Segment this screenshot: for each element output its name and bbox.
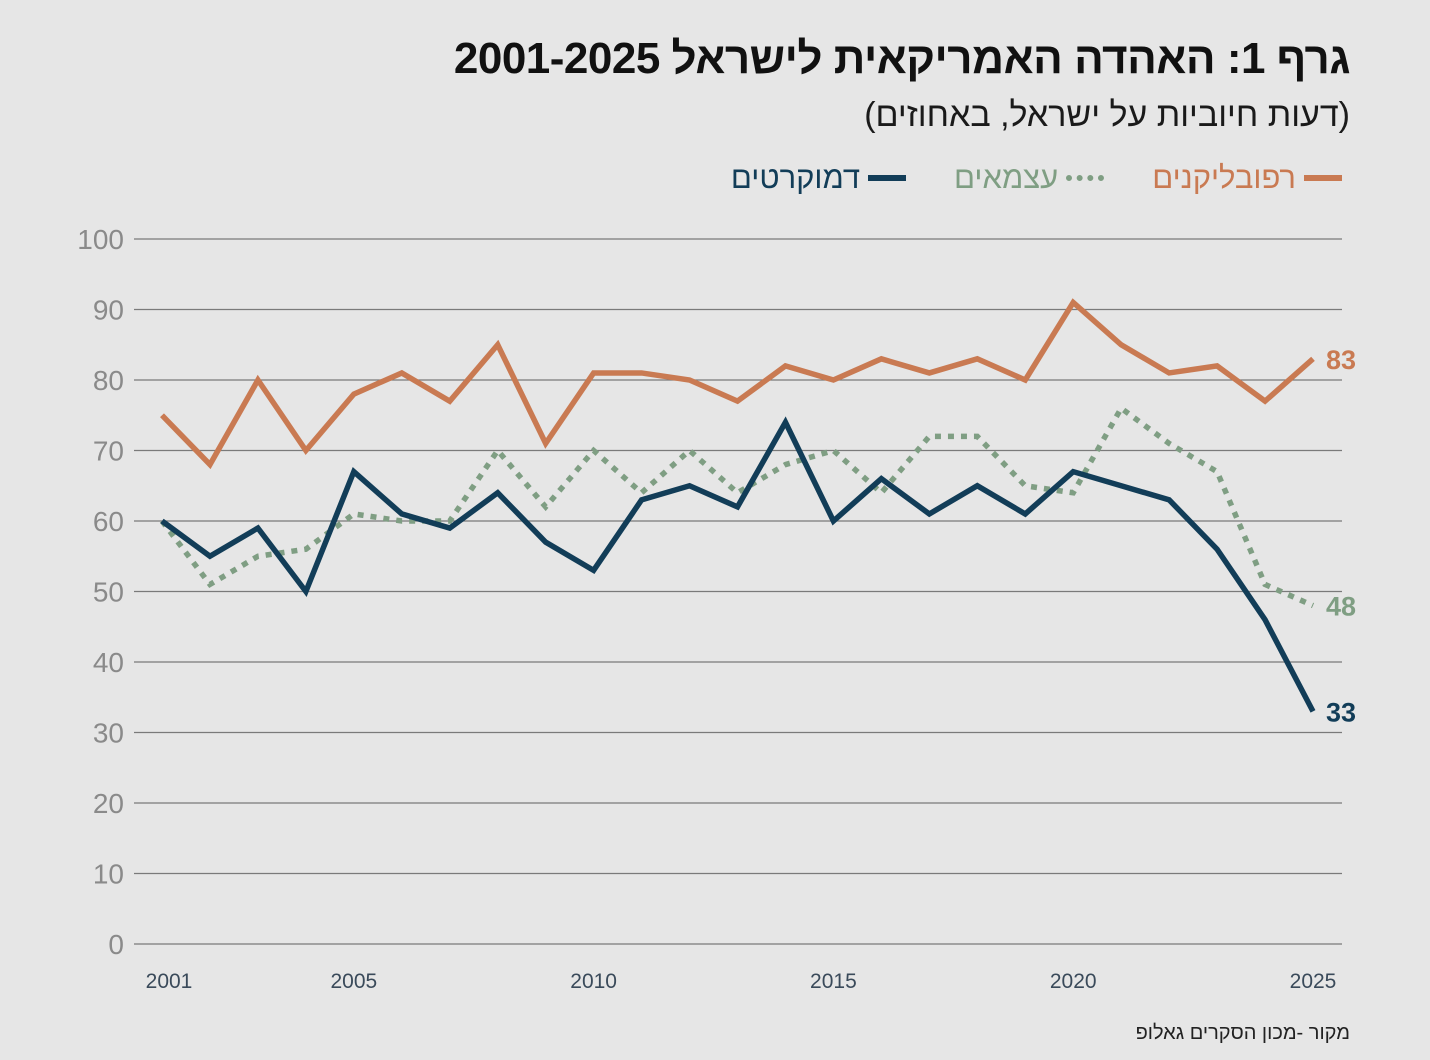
y-tick-label: 90 (93, 295, 124, 326)
x-tick-label: 2001 (146, 970, 193, 993)
y-tick-label: 80 (93, 365, 124, 396)
y-tick-label: 10 (93, 859, 124, 890)
legend-label-republicans: רפובליקנים (1152, 160, 1296, 195)
chart-title: גרף 1: האהדה האמריקאית לישראל 2001-2025 (453, 34, 1351, 83)
legend-item-republicans: רפובליקנים (1152, 160, 1342, 196)
chart-subtitle: (דעות חיוביות על ישראל, באחוזים) (864, 96, 1350, 134)
y-tick-label: 30 (93, 718, 124, 749)
legend: רפובליקנים עצמאים דמוקרטים (731, 160, 1342, 196)
x-tick-label: 2015 (810, 970, 857, 993)
legend-label-independents: עצמאים (954, 160, 1059, 195)
end-label-republicans: 83 (1326, 345, 1356, 375)
x-tick-label: 2005 (330, 970, 377, 993)
y-tick-label: 0 (108, 929, 124, 960)
source-note: מקור -מכון הסקרים גאלופ (1135, 1022, 1350, 1044)
legend-swatch-democrats (868, 175, 907, 181)
y-tick-label: 50 (93, 577, 124, 608)
y-tick-label: 40 (93, 647, 124, 678)
legend-swatch-independents (1066, 175, 1105, 181)
y-axis-ticks: 0 10 20 30 40 50 60 70 80 90 100 (77, 224, 124, 960)
legend-item-democrats: דמוקרטים (730, 160, 907, 196)
gridlines (134, 238, 1342, 945)
series-line-republicans (160, 298, 1315, 470)
series-line-democrats (160, 416, 1316, 713)
x-tick-label: 2020 (1050, 970, 1097, 993)
end-label-democrats: 33 (1326, 697, 1356, 727)
end-labels: 48 83 33 (1326, 345, 1356, 727)
x-tick-label: 2010 (570, 970, 617, 993)
y-tick-label: 70 (93, 436, 124, 467)
legend-swatch-republicans (1304, 175, 1342, 181)
y-tick-label: 60 (93, 506, 124, 537)
x-tick-label: 2025 (1290, 970, 1337, 993)
y-tick-label: 20 (93, 788, 124, 819)
x-axis-ticks: 2001 2005 2010 2015 2020 2025 (146, 970, 1337, 993)
end-label-independents: 48 (1326, 592, 1356, 622)
legend-label-democrats: דמוקרטים (730, 160, 861, 195)
legend-item-independents: עצמאים (954, 160, 1105, 196)
y-tick-label: 100 (77, 224, 124, 255)
series-lines (159, 298, 1316, 713)
